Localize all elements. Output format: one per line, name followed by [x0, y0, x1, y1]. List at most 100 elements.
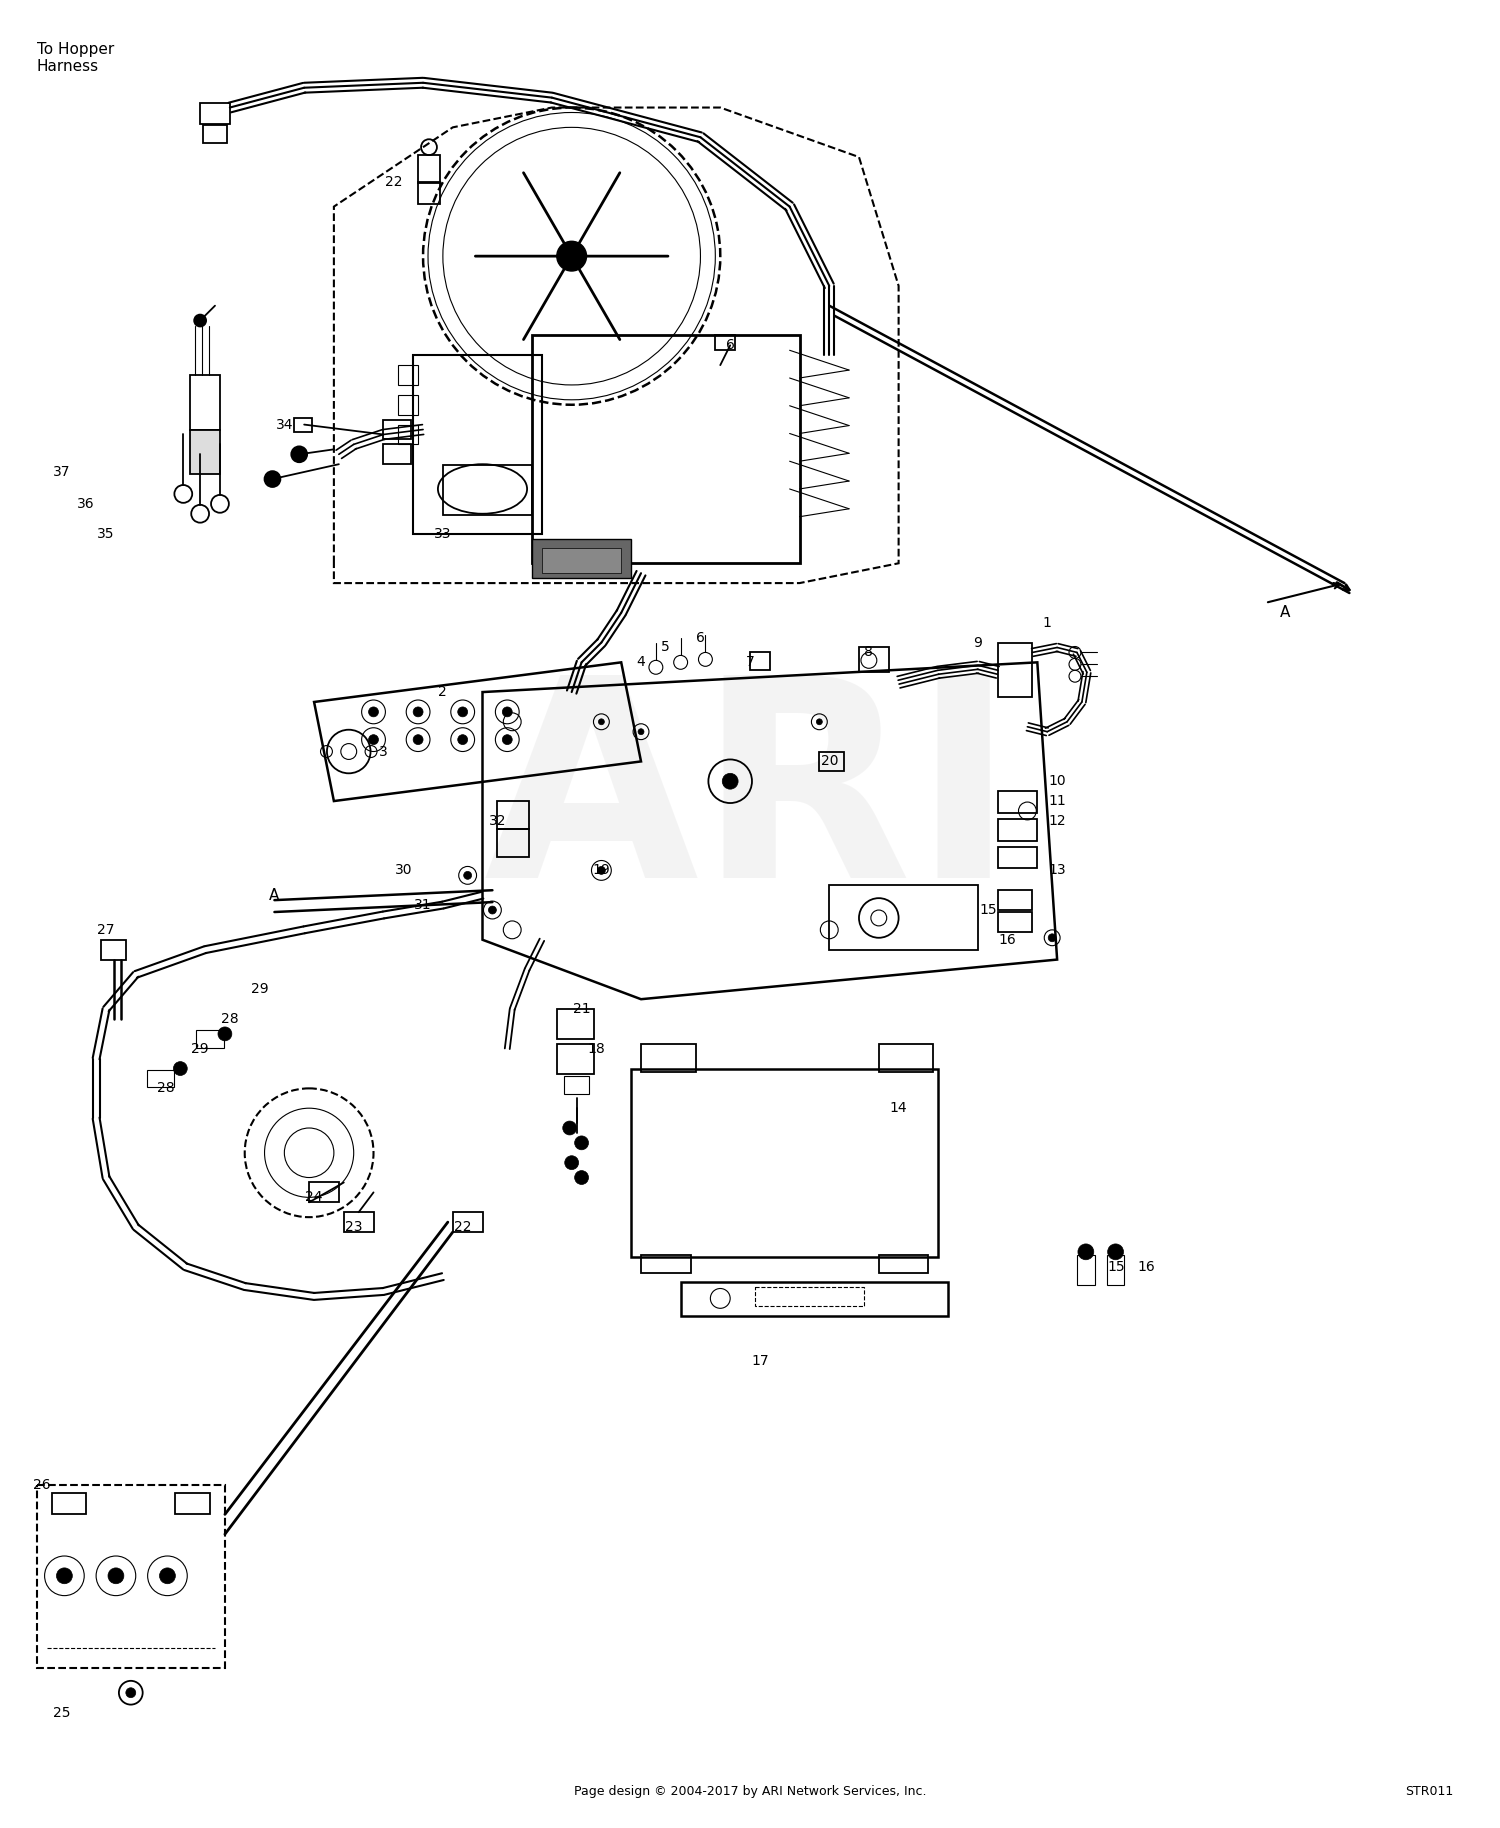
Text: 34: 34	[276, 417, 292, 431]
Text: 26: 26	[33, 1477, 51, 1492]
Circle shape	[291, 446, 308, 462]
Text: 15: 15	[1108, 1259, 1125, 1274]
Bar	[384, 420, 411, 439]
Text: 25: 25	[53, 1706, 70, 1720]
Bar	[202, 126, 226, 143]
Bar	[859, 647, 888, 673]
Bar	[442, 464, 532, 515]
Bar	[556, 1044, 594, 1073]
Text: 19: 19	[592, 863, 610, 877]
Bar	[542, 548, 621, 574]
Text: 31: 31	[414, 898, 432, 912]
Text: 35: 35	[98, 526, 116, 541]
Bar	[399, 424, 418, 444]
Bar	[532, 335, 800, 563]
Text: 18: 18	[588, 1042, 606, 1057]
Circle shape	[108, 1568, 124, 1583]
Circle shape	[458, 707, 468, 717]
Text: 32: 32	[489, 813, 506, 828]
Bar	[176, 1493, 210, 1514]
Bar	[498, 828, 530, 857]
Bar	[419, 155, 440, 183]
Text: To Hopper
Harness: To Hopper Harness	[36, 42, 114, 75]
Text: 33: 33	[433, 526, 451, 541]
Text: 12: 12	[1048, 813, 1066, 828]
Circle shape	[413, 707, 423, 717]
Text: 22: 22	[454, 1219, 471, 1234]
Bar	[681, 1281, 948, 1316]
Circle shape	[1078, 1243, 1094, 1259]
Circle shape	[638, 729, 644, 735]
Bar	[344, 1212, 374, 1232]
Circle shape	[126, 1687, 135, 1698]
Text: 10: 10	[1048, 775, 1066, 788]
Text: Page design © 2004-2017 by ARI Network Services, Inc.: Page design © 2004-2017 by ARI Network S…	[573, 1786, 926, 1799]
Circle shape	[723, 773, 738, 790]
Bar	[754, 1287, 864, 1307]
Circle shape	[458, 735, 468, 744]
Text: 8: 8	[864, 645, 873, 660]
Circle shape	[598, 718, 604, 724]
Bar	[200, 102, 230, 124]
Bar	[879, 1254, 928, 1272]
Text: 24: 24	[306, 1190, 322, 1205]
Circle shape	[1107, 1243, 1124, 1259]
Circle shape	[57, 1568, 72, 1583]
Bar	[384, 444, 411, 464]
Bar	[51, 1493, 86, 1514]
Circle shape	[503, 707, 512, 717]
Text: 11: 11	[1048, 793, 1066, 808]
Circle shape	[489, 907, 496, 914]
Circle shape	[562, 1121, 576, 1135]
Text: 37: 37	[53, 464, 70, 479]
Text: A: A	[270, 888, 279, 903]
Text: 14: 14	[890, 1100, 908, 1115]
Circle shape	[264, 472, 280, 486]
Text: 5: 5	[662, 640, 670, 654]
Bar	[998, 846, 1038, 868]
Text: 17: 17	[752, 1355, 768, 1367]
Bar	[998, 890, 1032, 910]
Bar	[750, 653, 770, 671]
Bar	[716, 335, 735, 351]
Circle shape	[174, 1062, 188, 1075]
Circle shape	[816, 718, 822, 724]
Bar	[1077, 1254, 1095, 1285]
Bar	[498, 801, 530, 828]
Circle shape	[597, 866, 606, 874]
Bar	[632, 1069, 938, 1258]
Circle shape	[369, 735, 378, 744]
Text: 6: 6	[696, 631, 705, 645]
Bar	[309, 1183, 339, 1203]
Text: 21: 21	[573, 1002, 591, 1016]
Text: 7: 7	[746, 656, 754, 669]
Text: 3: 3	[380, 744, 388, 759]
Circle shape	[574, 1170, 588, 1185]
Bar	[879, 1044, 933, 1071]
Text: ARI: ARI	[484, 665, 1016, 936]
Text: 16: 16	[1137, 1259, 1155, 1274]
Circle shape	[1048, 934, 1056, 941]
Bar	[819, 751, 844, 771]
Bar	[998, 912, 1032, 932]
Text: 28: 28	[220, 1013, 238, 1026]
Text: A: A	[1280, 605, 1290, 620]
Bar	[532, 539, 632, 578]
Circle shape	[369, 707, 378, 717]
Text: 16: 16	[999, 932, 1017, 947]
Circle shape	[217, 1027, 232, 1040]
Circle shape	[194, 314, 206, 327]
Text: 29: 29	[251, 982, 268, 996]
Bar	[36, 1484, 225, 1667]
Bar	[399, 366, 418, 386]
Bar	[1107, 1254, 1125, 1285]
Text: 20: 20	[821, 755, 839, 768]
Text: 29: 29	[192, 1042, 208, 1057]
Bar	[100, 940, 126, 960]
Bar	[640, 1254, 690, 1272]
Bar	[399, 395, 418, 415]
Text: 28: 28	[156, 1082, 174, 1095]
Circle shape	[159, 1568, 176, 1583]
Text: 15: 15	[980, 903, 996, 918]
Bar	[413, 355, 542, 534]
